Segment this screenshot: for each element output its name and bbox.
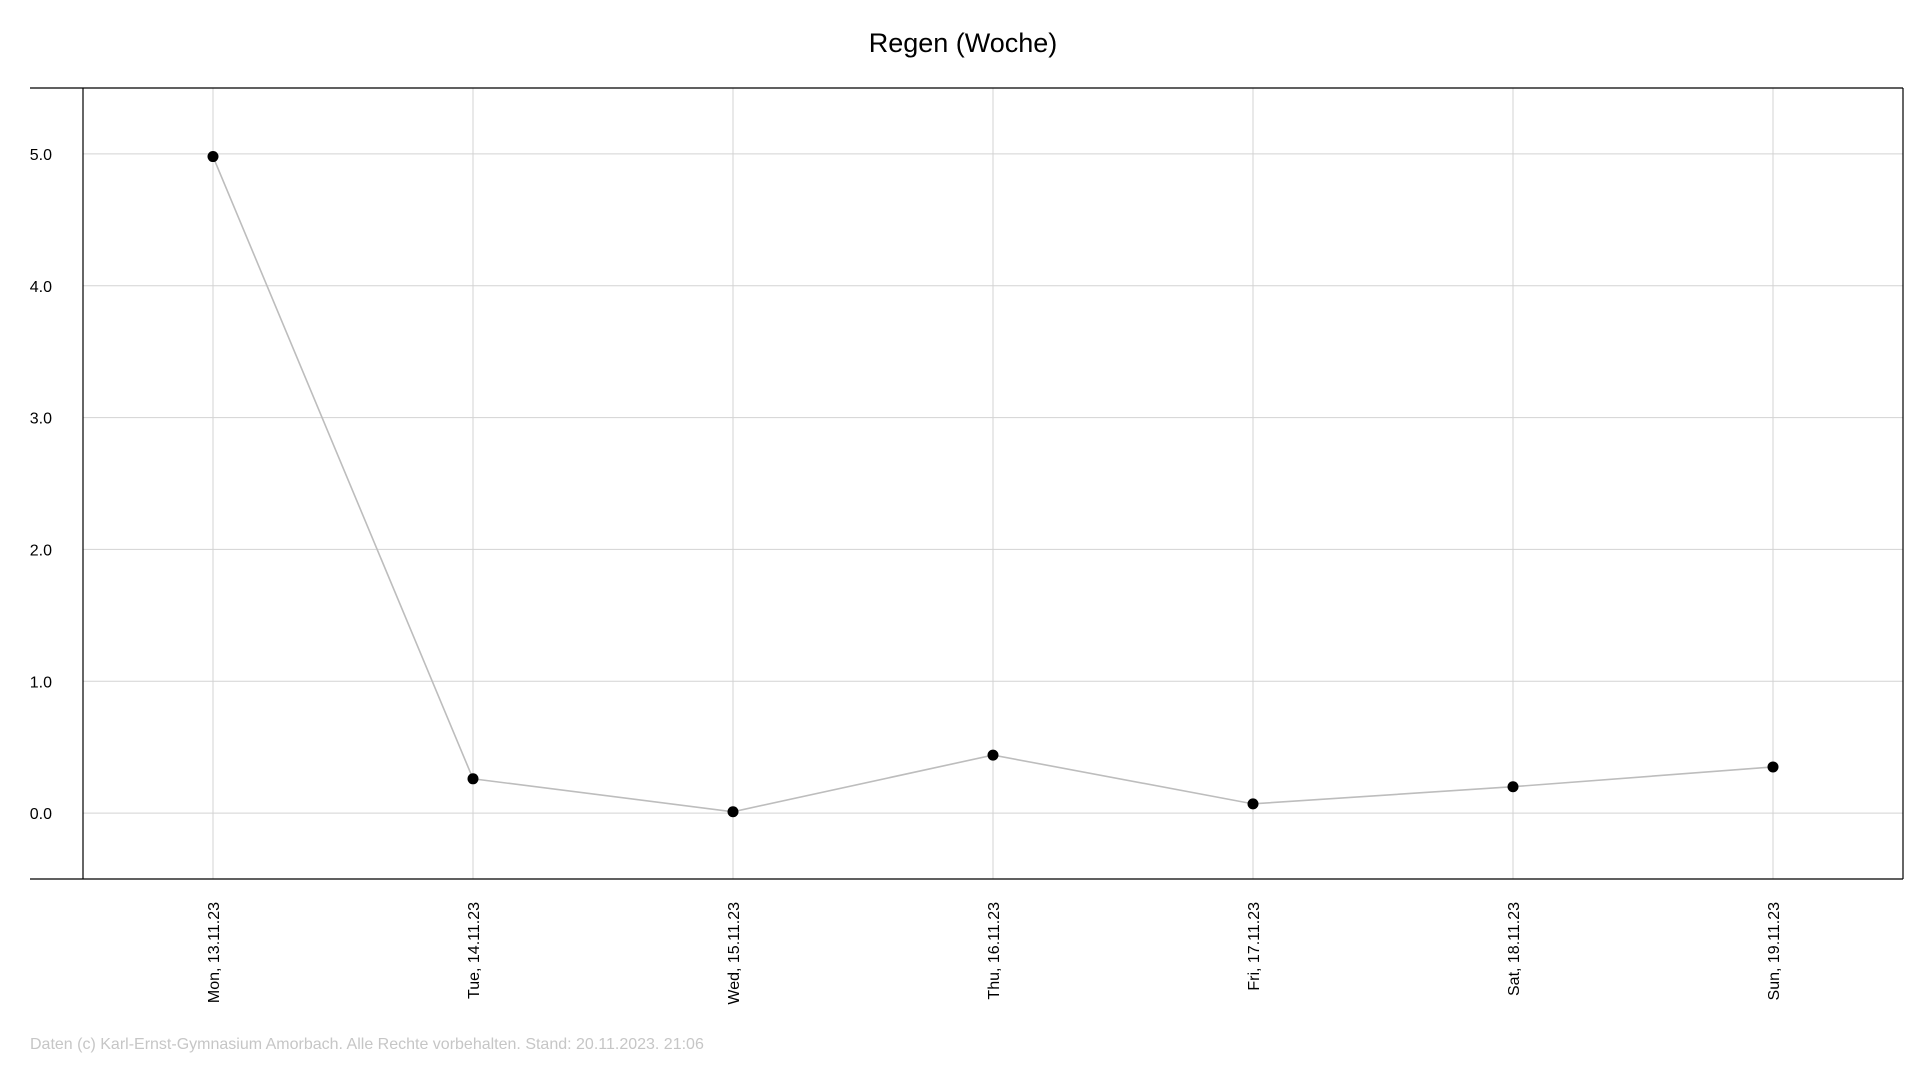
data-point <box>207 151 219 163</box>
data-points <box>207 151 1779 818</box>
axis-frame <box>30 87 1904 880</box>
chart-title: Regen (Woche) <box>869 28 1058 58</box>
data-point <box>1247 798 1259 810</box>
y-tick-label: 2.0 <box>30 542 52 559</box>
x-tick-label: Sun, 19.11.23 <box>1766 902 1783 1001</box>
data-point <box>987 749 999 761</box>
y-tick-label: 0.0 <box>30 806 52 823</box>
x-tick-label: Tue, 14.11.23 <box>466 902 483 999</box>
y-tick-labels: 0.0 1.0 2.0 3.0 4.0 5.0 <box>30 147 52 823</box>
x-tick-labels: Mon, 13.11.23 Tue, 14.11.23 Wed, 15.11.23 T… <box>206 902 1783 1005</box>
y-tick-label: 5.0 <box>30 147 52 164</box>
x-tick-label: Wed, 15.11.23 <box>726 902 743 1005</box>
data-point <box>727 806 739 818</box>
data-point <box>1767 761 1779 773</box>
data-point <box>1507 781 1519 793</box>
x-tick-label: Sat, 18.11.23 <box>1506 902 1523 996</box>
y-tick-label: 1.0 <box>30 674 52 691</box>
y-tick-label: 3.0 <box>30 411 52 428</box>
x-tick-label: Mon, 13.11.23 <box>206 902 223 1003</box>
data-point <box>467 773 479 785</box>
x-tick-label: Thu, 16.11.23 <box>986 902 1003 1000</box>
x-tick-label: Fri, 17.11.23 <box>1246 902 1263 991</box>
grid-lines <box>83 88 1903 879</box>
y-tick-label: 4.0 <box>30 279 52 296</box>
copyright-footer: Daten (c) Karl-Ernst-Gymnasium Amorbach.… <box>30 1036 704 1053</box>
